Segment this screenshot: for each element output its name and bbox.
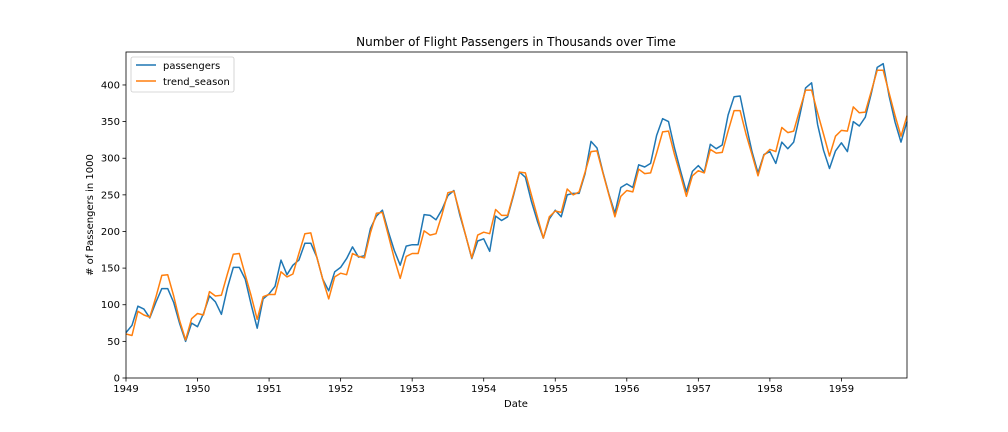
x-tick-label: 1955 bbox=[543, 384, 568, 395]
x-tick-label: 1957 bbox=[686, 384, 711, 395]
x-tick-label: 1954 bbox=[471, 384, 496, 395]
plot-frame bbox=[125, 51, 908, 379]
x-axis-title: Date bbox=[504, 399, 528, 410]
chart-title: Number of Flight Passengers in Thousands… bbox=[356, 35, 676, 49]
y-axis: 0 50 100 150 200 250 300 350 400 bbox=[101, 80, 126, 385]
legend-label-passengers: passengers bbox=[163, 61, 220, 72]
y-tick-label: 250 bbox=[101, 190, 120, 201]
series-layer bbox=[125, 62, 908, 343]
series-line-passengers bbox=[125, 62, 908, 343]
x-tick-label: 1953 bbox=[399, 384, 424, 395]
y-tick-label: 200 bbox=[101, 227, 120, 238]
x-tick-label: 1951 bbox=[256, 384, 281, 395]
legend: passengers trend_season bbox=[130, 56, 235, 93]
series-line-trend-season bbox=[125, 69, 908, 341]
x-tick-label: 1949 bbox=[113, 384, 138, 395]
y-tick-label: 50 bbox=[107, 337, 120, 348]
y-tick-label: 0 bbox=[114, 374, 120, 385]
x-tick-label: 1952 bbox=[328, 384, 353, 395]
y-axis-title: # of Passengers in 1000 bbox=[85, 154, 96, 276]
x-tick-label: 1959 bbox=[829, 384, 854, 395]
x-tick-label: 1956 bbox=[614, 384, 639, 395]
y-tick-label: 350 bbox=[101, 117, 120, 128]
x-axis: 1949 1950 1951 1952 1953 1954 1955 1956 1957 1958… bbox=[113, 378, 854, 395]
y-tick-label: 400 bbox=[101, 80, 120, 91]
legend-label-trend-season: trend_season bbox=[163, 77, 230, 88]
y-tick-label: 150 bbox=[101, 264, 120, 275]
y-tick-label: 100 bbox=[101, 300, 120, 311]
y-tick-label: 300 bbox=[101, 154, 120, 165]
legend-box bbox=[130, 56, 235, 93]
x-tick-label: 1950 bbox=[185, 384, 210, 395]
x-tick-label: 1958 bbox=[757, 384, 782, 395]
